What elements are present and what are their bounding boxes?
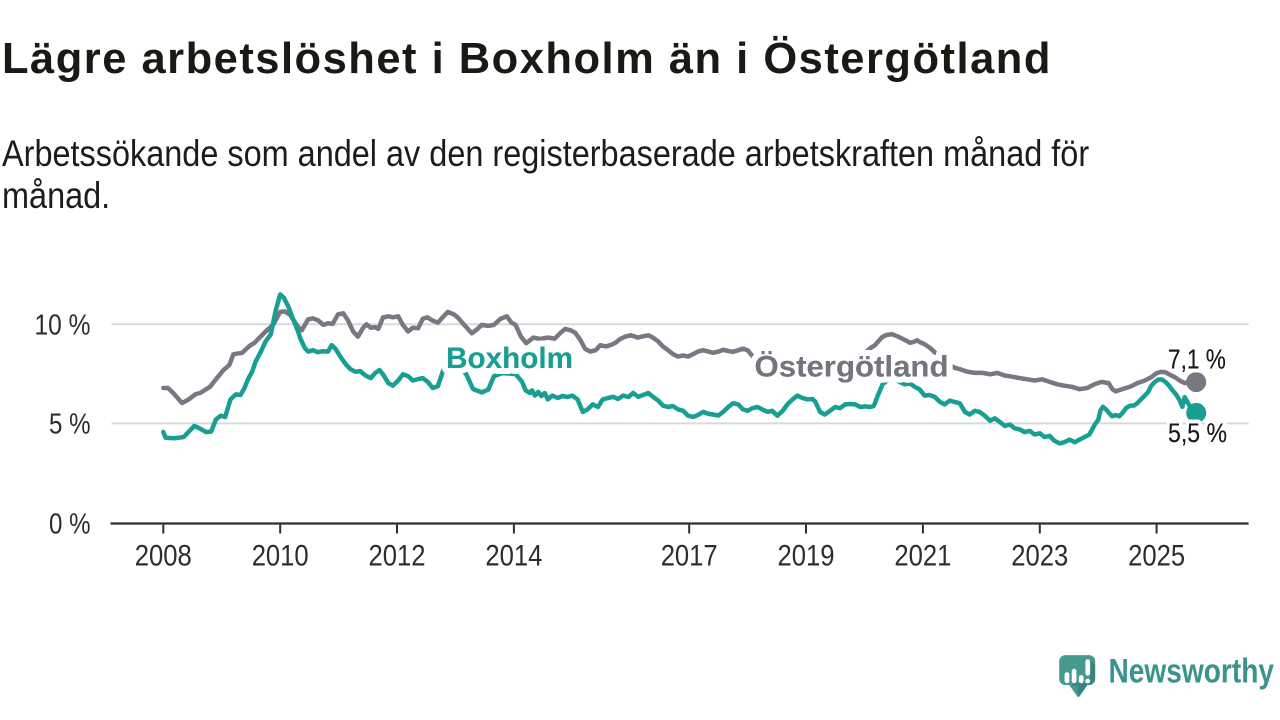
svg-text:2012: 2012 <box>369 540 426 573</box>
svg-text:månad.: månad. <box>2 176 110 216</box>
svg-text:2023: 2023 <box>1011 540 1068 573</box>
svg-text:10 %: 10 % <box>35 309 91 341</box>
svg-text:2017: 2017 <box>661 540 718 573</box>
svg-text:2019: 2019 <box>778 540 835 573</box>
svg-text:Boxholm: Boxholm <box>446 342 573 375</box>
svg-text:Boxholm: Boxholm <box>446 342 573 375</box>
svg-text:Lägre arbetslöshet i Boxholm ä: Lägre arbetslöshet i Boxholm än i Österg… <box>2 34 1052 83</box>
svg-text:Östergötland: Östergötland <box>755 351 949 384</box>
svg-text:2014: 2014 <box>485 540 542 573</box>
svg-text:5,5 %: 5,5 % <box>1168 418 1227 448</box>
svg-text:Newsworthy: Newsworthy <box>1109 652 1275 690</box>
svg-text:2010: 2010 <box>252 540 309 573</box>
svg-text:5,5 %: 5,5 % <box>1168 418 1227 448</box>
svg-text:2025: 2025 <box>1128 540 1185 573</box>
svg-text:7,1 %: 7,1 % <box>1168 343 1226 374</box>
svg-text:7,1 %: 7,1 % <box>1168 343 1226 374</box>
svg-text:Östergötland: Östergötland <box>755 351 949 384</box>
svg-text:0 %: 0 % <box>49 509 91 541</box>
svg-text:Arbetssökande som andel av den: Arbetssökande som andel av den registerb… <box>2 134 1089 174</box>
svg-text:2021: 2021 <box>894 540 951 573</box>
svg-text:2008: 2008 <box>135 540 192 573</box>
svg-text:5 %: 5 % <box>49 408 91 440</box>
